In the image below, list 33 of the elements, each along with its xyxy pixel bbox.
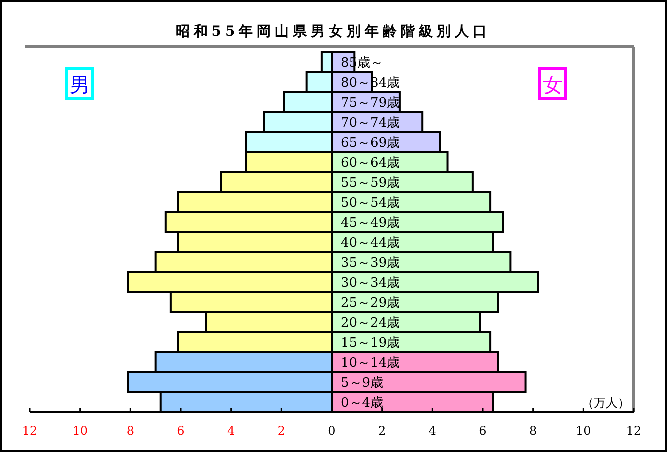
y-tick-label: 20～24歳 bbox=[341, 316, 400, 331]
y-tick-label: 65～69歳 bbox=[341, 136, 400, 151]
x-tick-label: 8 bbox=[530, 424, 538, 438]
x-tick-label: 6 bbox=[479, 424, 487, 438]
y-tick-label: 50～54歳 bbox=[341, 196, 400, 211]
y-tick-label: 45～49歳 bbox=[341, 216, 400, 231]
annotation: 男 bbox=[70, 73, 90, 97]
x-tick-label: 2 bbox=[278, 424, 286, 438]
chart-title: 昭和55年岡山県男女別年齢階級別人口 bbox=[176, 24, 492, 40]
y-tick-label: 55～59歳 bbox=[341, 176, 400, 191]
y-tick-label: 30～34歳 bbox=[341, 276, 400, 291]
x-tick-label: 4 bbox=[428, 424, 437, 438]
x-tick-label: 12 bbox=[22, 424, 38, 438]
annotation: （万人） bbox=[582, 396, 630, 410]
y-tick-label: 35～39歳 bbox=[341, 256, 400, 271]
x-tick-label: 10 bbox=[576, 424, 592, 438]
y-tick-label: 40～44歳 bbox=[341, 236, 400, 251]
y-tick-label: 70～74歳 bbox=[341, 116, 400, 131]
x-tick-label: 2 bbox=[378, 424, 386, 438]
x-tick-label: 10 bbox=[72, 424, 88, 438]
x-tick-label: 0 bbox=[328, 424, 336, 438]
x-tick-label: 12 bbox=[626, 424, 642, 438]
y-tick-label: 25～29歳 bbox=[341, 296, 400, 311]
y-tick-label: 15～19歳 bbox=[341, 336, 400, 351]
annotation: 女 bbox=[543, 73, 563, 97]
x-tick-label: 4 bbox=[228, 424, 236, 438]
y-tick-label: 60～64歳 bbox=[341, 156, 400, 171]
y-tick-label: 5～9歳 bbox=[341, 376, 384, 391]
x-tick-label: 8 bbox=[126, 424, 134, 438]
y-tick-label: 10～14歳 bbox=[341, 356, 400, 371]
y-tick-label: 75～79歳 bbox=[341, 96, 400, 111]
y-tick-label: 0～4歳 bbox=[341, 396, 384, 411]
x-tick-label: 6 bbox=[177, 424, 185, 438]
